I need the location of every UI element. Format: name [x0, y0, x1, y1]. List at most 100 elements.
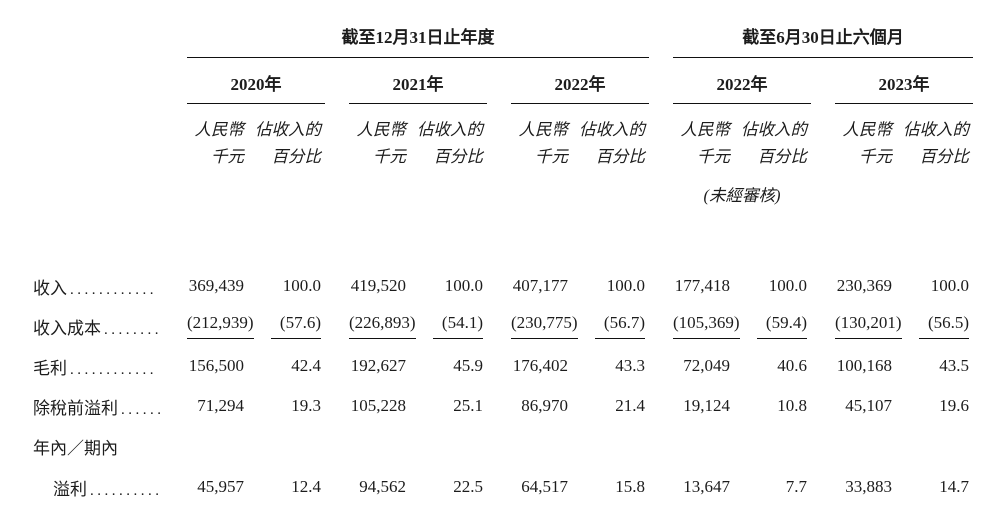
subheader-line: 佔收入的	[417, 119, 483, 139]
gap-cell	[487, 103, 511, 178]
subheader-line: 千元	[535, 146, 568, 166]
value-cell: 100,168	[836, 356, 892, 375]
pct-cell: 100.0	[444, 276, 483, 295]
subheader-line: 人民幣	[842, 119, 893, 139]
value-cell: (212,939)	[187, 306, 254, 346]
pct-cell: 42.4	[291, 356, 321, 375]
row-label: 年內／期內	[33, 426, 187, 466]
table-row-revenue: 收入............ 369,439 100.0 419,520 100…	[33, 266, 973, 306]
gap-cell	[325, 103, 349, 178]
year-header-row: 2020年 2021年 2022年 2022年 2023年	[33, 57, 974, 104]
subheader-pct-of-revenue: 佔收入的 百分比	[738, 103, 811, 178]
dot-leader: ............	[70, 281, 157, 298]
gap-cell	[811, 346, 835, 386]
subheader-rmb-thousand: 人民幣 千元	[511, 103, 576, 178]
pct-cell: 45.9	[453, 356, 483, 375]
row-label: 收入成本........	[33, 306, 187, 346]
value-cell: 407,177	[512, 276, 568, 295]
pct-cell: (56.5)	[900, 306, 973, 346]
subheader-line: 佔收入的	[579, 119, 645, 139]
gap-cell	[811, 466, 835, 505]
pct-cell: 15.8	[615, 477, 645, 496]
pct-cell: (56.7)	[576, 306, 649, 346]
subheader-line: 佔收入的	[903, 119, 970, 139]
value-cell: 33,883	[845, 477, 892, 496]
pct-cell: 100.0	[930, 276, 970, 295]
subheader-line: 百分比	[919, 146, 970, 166]
corner-cell	[33, 103, 187, 178]
subheader-line: 千元	[859, 146, 892, 166]
value-cell: 105,228	[350, 396, 406, 415]
pct-cell: 10.8	[777, 396, 807, 415]
table-row-profit-before-tax: 除稅前溢利...... 71,294 19.3 105,228 25.1 86,…	[33, 386, 973, 426]
value-cell: 177,418	[674, 276, 730, 295]
gap-cell	[649, 306, 673, 346]
subheader-pct-of-revenue: 佔收入的 百分比	[900, 103, 973, 178]
row-label-text: 毛利	[33, 358, 67, 378]
gap-cell	[487, 466, 511, 505]
gap-cell	[487, 386, 511, 426]
year-header-2020: 2020年	[187, 57, 325, 104]
table-row-profit-for-period-label: 年內／期內	[33, 426, 973, 466]
gap-cell	[649, 386, 673, 426]
gap-cell	[325, 57, 349, 103]
subheader-line: 百分比	[595, 146, 646, 166]
value-cell: 156,500	[188, 356, 244, 375]
period-header-row: 截至12月31日止年度 截至6月30日止六個月	[33, 20, 974, 58]
subheader-rmb-thousand: 人民幣 千元	[835, 103, 900, 178]
subheader-line: 百分比	[433, 146, 484, 166]
value-cell: 230,369	[836, 276, 892, 295]
unit-subheader-row: 人民幣 千元 佔收入的 百分比 人民幣 千元 佔收入的 百分比 人民幣 千元	[33, 103, 973, 178]
gap-cell	[649, 57, 673, 103]
subheader-rmb-thousand: 人民幣 千元	[187, 103, 252, 178]
subheader-line: 百分比	[271, 146, 322, 166]
subheader-rmb-thousand: 人民幣 千元	[673, 103, 738, 178]
pct-cell: 100.0	[282, 276, 321, 295]
pct-cell: 43.5	[939, 356, 970, 375]
gap-cell	[649, 346, 673, 386]
pct-cell: 7.7	[785, 477, 807, 496]
value-cell: (105,369)	[673, 306, 740, 346]
pct-cell: 43.3	[615, 356, 645, 375]
gap-cell	[811, 306, 835, 346]
gap-cell	[487, 306, 511, 346]
pct-cell: 21.4	[615, 396, 645, 415]
gap-cell	[649, 20, 673, 57]
value-cell: 45,957	[197, 477, 244, 496]
gap-cell	[487, 266, 511, 306]
year-header-2023-interim: 2023年	[835, 57, 974, 104]
value-cell: 86,970	[521, 396, 568, 415]
empty-cell	[33, 178, 673, 216]
row-label: 除稅前溢利......	[33, 386, 187, 426]
subheader-line: 人民幣	[680, 119, 731, 139]
value-cell: 94,562	[359, 477, 406, 496]
value-cell: 71,294	[197, 396, 244, 415]
value-cell: 369,439	[188, 276, 244, 295]
value-cell: (230,775)	[511, 306, 578, 346]
row-label: 收入............	[33, 266, 187, 306]
gap-cell	[811, 178, 835, 216]
subheader-pct-of-revenue: 佔收入的 百分比	[252, 103, 325, 178]
gap-cell	[811, 103, 835, 178]
dot-leader: ........	[104, 321, 162, 338]
row-label-text: 除稅前溢利	[33, 398, 118, 418]
gap-cell	[649, 103, 673, 178]
value-cell: 19,124	[683, 396, 730, 415]
pct-cell: 25.1	[453, 396, 483, 415]
pct-cell: 19.6	[939, 396, 970, 415]
value-cell: 72,049	[683, 356, 730, 375]
subheader-line: 佔收入的	[741, 119, 807, 139]
pct-cell: (54.1)	[414, 306, 487, 346]
pct-cell: 19.3	[291, 396, 321, 415]
gap-cell	[487, 57, 511, 103]
subheader-pct-of-revenue: 佔收入的 百分比	[414, 103, 487, 178]
value-cell: (130,201)	[835, 306, 902, 346]
year-header-2021: 2021年	[349, 57, 487, 104]
row-label-text: 溢利	[53, 479, 87, 499]
gap-cell	[325, 466, 349, 505]
empty-cell	[835, 178, 973, 216]
gap-cell	[649, 466, 673, 505]
pct-cell: (59.4)	[738, 306, 811, 346]
row-label-text: 收入成本	[33, 318, 101, 338]
